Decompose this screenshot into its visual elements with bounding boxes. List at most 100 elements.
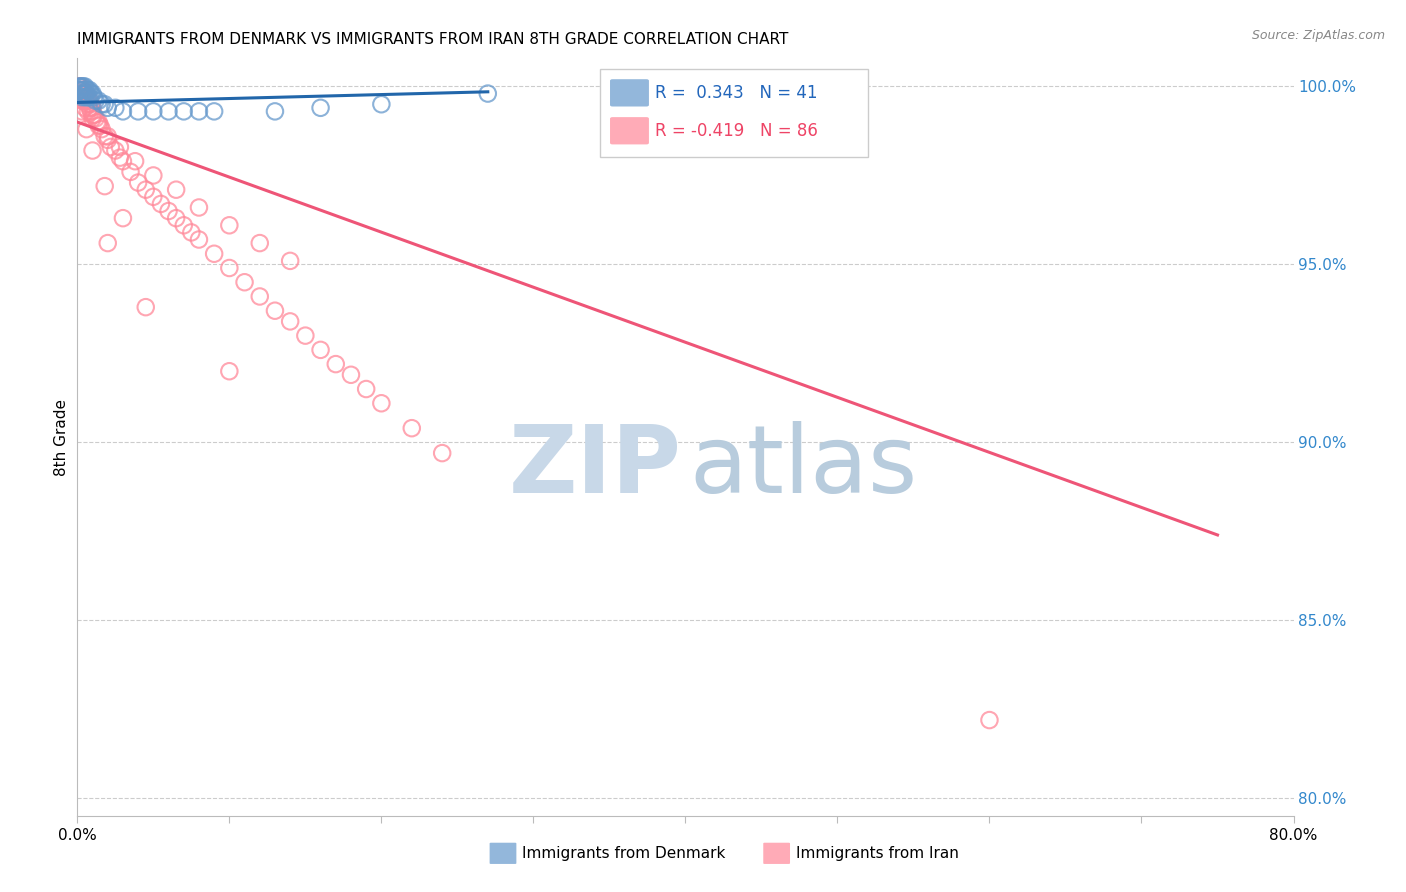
Point [249,236,271,251]
Point [82,112,104,126]
Point [142,169,165,183]
Point [70,90,93,104]
Point [69,79,91,94]
Point [93,179,115,194]
FancyBboxPatch shape [610,117,650,145]
Point [370,396,392,410]
Point [67,83,90,97]
Point [90,122,112,136]
Point [82,101,104,115]
Point [264,303,287,318]
Point [111,104,134,119]
Point [73,90,96,104]
Point [173,219,195,233]
Point [73,87,96,101]
Point [142,104,165,119]
Point [70,90,93,104]
Point [202,104,225,119]
Point [202,246,225,260]
FancyBboxPatch shape [763,843,790,864]
Point [79,94,101,108]
Point [89,119,111,133]
Point [87,115,110,129]
Point [73,90,96,104]
Point [84,112,107,126]
Point [72,83,94,97]
Point [67,79,90,94]
Y-axis label: 8th Grade: 8th Grade [53,399,69,475]
Point [87,119,110,133]
Point [77,104,100,119]
Text: Source: ZipAtlas.com: Source: ZipAtlas.com [1251,29,1385,42]
Point [100,140,122,154]
Text: Immigrants from Denmark: Immigrants from Denmark [523,846,725,861]
Point [173,104,195,119]
Point [90,97,112,112]
FancyBboxPatch shape [600,70,868,157]
Point [72,87,94,101]
Point [325,357,347,371]
Point [75,83,97,97]
Point [75,94,97,108]
Point [77,83,100,97]
Point [72,79,94,94]
Point [430,446,453,460]
Point [142,190,165,204]
FancyBboxPatch shape [610,79,650,106]
Point [188,233,211,247]
Point [67,83,90,97]
Point [69,90,91,104]
Point [75,90,97,104]
Point [165,211,187,226]
Point [77,97,100,112]
Point [135,300,157,314]
Point [309,101,332,115]
Point [278,314,301,328]
Point [80,87,103,101]
Point [75,122,97,136]
Point [70,87,93,101]
Point [73,94,96,108]
Point [188,201,211,215]
Point [149,197,172,211]
Point [73,101,96,115]
Point [70,83,93,97]
Point [108,140,131,154]
Point [104,144,127,158]
Point [108,151,131,165]
Point [93,97,115,112]
Point [120,165,142,179]
Point [127,176,149,190]
Point [104,101,127,115]
Text: ZIP: ZIP [509,421,682,514]
Point [278,253,301,268]
Point [180,226,202,240]
Point [294,328,316,343]
Point [72,94,94,108]
Point [69,87,91,101]
Point [401,421,423,435]
Point [97,129,120,144]
Point [72,90,94,104]
Point [73,79,96,94]
FancyBboxPatch shape [489,843,516,864]
Point [70,104,93,119]
Point [188,104,211,119]
Point [82,87,104,101]
Point [80,104,103,119]
Text: R =  0.343   N = 41: R = 0.343 N = 41 [655,84,817,102]
Point [84,94,107,108]
Point [93,129,115,144]
Point [218,364,240,378]
Point [69,83,91,97]
Point [73,87,96,101]
Point [87,94,110,108]
Point [97,101,120,115]
Point [82,144,104,158]
Point [979,713,1001,727]
Point [72,83,94,97]
Point [70,79,93,94]
Point [69,83,91,97]
Point [72,87,94,101]
Point [79,83,101,97]
